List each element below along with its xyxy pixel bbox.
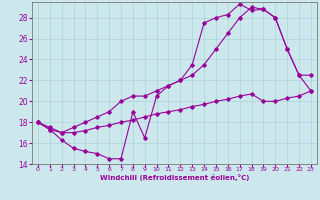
X-axis label: Windchill (Refroidissement éolien,°C): Windchill (Refroidissement éolien,°C) xyxy=(100,174,249,181)
